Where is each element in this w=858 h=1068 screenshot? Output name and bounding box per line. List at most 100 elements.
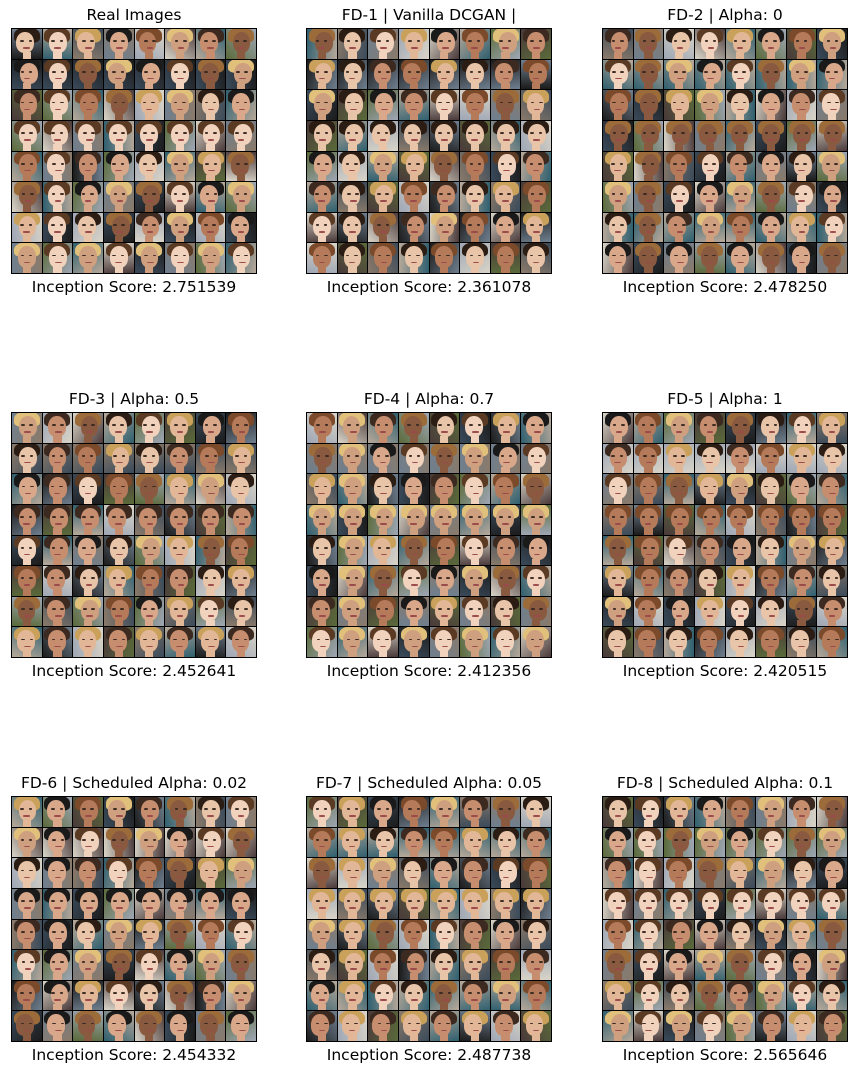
face-thumbnail — [337, 980, 368, 1011]
face-thumbnail — [756, 627, 786, 657]
face-thumbnail — [633, 90, 664, 120]
face-thumbnail — [490, 535, 521, 566]
face-thumbnail — [12, 596, 42, 627]
face-thumbnail — [786, 535, 817, 566]
face-sample-grid — [11, 28, 257, 274]
face-thumbnail — [103, 827, 134, 858]
face-thumbnail — [603, 474, 633, 504]
face-thumbnail — [307, 566, 337, 596]
face-thumbnail — [460, 827, 490, 858]
face-thumbnail — [165, 919, 195, 950]
face-thumbnail — [398, 1011, 429, 1041]
face-thumbnail — [103, 797, 134, 827]
face-thumbnail — [195, 474, 226, 504]
face-thumbnail — [103, 919, 134, 950]
face-thumbnail — [307, 413, 337, 443]
face-thumbnail — [226, 858, 256, 888]
face-thumbnail — [73, 504, 103, 535]
face-thumbnail — [103, 243, 134, 273]
face-thumbnail — [165, 59, 195, 90]
face-thumbnail — [134, 950, 165, 980]
face-thumbnail — [307, 120, 337, 151]
face-thumbnail — [694, 90, 725, 120]
image-panel: FD-2 | Alpha: 0 Inception Score: 2.478250 — [602, 5, 848, 300]
face-thumbnail — [429, 627, 460, 657]
face-thumbnail — [490, 596, 521, 627]
face-thumbnail — [460, 980, 490, 1011]
face-thumbnail — [165, 443, 195, 474]
face-thumbnail — [664, 151, 694, 182]
face-thumbnail — [12, 90, 42, 120]
face-thumbnail — [73, 919, 103, 950]
face-thumbnail — [786, 858, 817, 888]
face-thumbnail — [725, 182, 756, 212]
face-thumbnail — [786, 59, 817, 90]
face-thumbnail — [603, 243, 633, 273]
face-thumbnail — [460, 566, 490, 596]
face-thumbnail — [603, 627, 633, 657]
face-thumbnail — [490, 888, 521, 919]
face-thumbnail — [73, 627, 103, 657]
face-thumbnail — [633, 596, 664, 627]
face-thumbnail — [664, 535, 694, 566]
face-thumbnail — [226, 120, 256, 151]
face-thumbnail — [368, 59, 398, 90]
face-thumbnail — [521, 919, 551, 950]
face-thumbnail — [429, 243, 460, 273]
face-thumbnail — [12, 59, 42, 90]
face-thumbnail — [103, 413, 134, 443]
face-thumbnail — [73, 212, 103, 243]
face-thumbnail — [226, 182, 256, 212]
face-thumbnail — [521, 182, 551, 212]
face-thumbnail — [195, 120, 226, 151]
face-thumbnail — [521, 212, 551, 243]
face-thumbnail — [521, 980, 551, 1011]
face-thumbnail — [134, 1011, 165, 1041]
panel-title: FD-5 | Alpha: 1 — [667, 390, 783, 408]
face-thumbnail — [633, 151, 664, 182]
face-thumbnail — [42, 1011, 73, 1041]
face-thumbnail — [460, 1011, 490, 1041]
face-thumbnail — [786, 243, 817, 273]
face-thumbnail — [490, 627, 521, 657]
face-thumbnail — [664, 919, 694, 950]
face-thumbnail — [307, 627, 337, 657]
face-thumbnail — [817, 59, 847, 90]
image-panel: FD-6 | Scheduled Alpha: 0.02 Inception Sc… — [11, 773, 257, 1068]
face-thumbnail — [165, 504, 195, 535]
face-thumbnail — [694, 535, 725, 566]
face-thumbnail — [756, 243, 786, 273]
face-thumbnail — [756, 212, 786, 243]
face-thumbnail — [398, 90, 429, 120]
face-sample-grid — [602, 28, 848, 274]
face-thumbnail — [786, 474, 817, 504]
face-thumbnail — [368, 90, 398, 120]
face-thumbnail — [195, 1011, 226, 1041]
face-thumbnail — [398, 566, 429, 596]
face-thumbnail — [633, 827, 664, 858]
face-thumbnail — [817, 888, 847, 919]
face-thumbnail — [429, 888, 460, 919]
face-thumbnail — [786, 627, 817, 657]
face-thumbnail — [337, 919, 368, 950]
face-thumbnail — [337, 90, 368, 120]
face-thumbnail — [337, 212, 368, 243]
face-thumbnail — [398, 980, 429, 1011]
face-thumbnail — [521, 443, 551, 474]
face-thumbnail — [460, 443, 490, 474]
face-thumbnail — [195, 919, 226, 950]
face-thumbnail — [103, 980, 134, 1011]
face-thumbnail — [134, 858, 165, 888]
face-thumbnail — [398, 504, 429, 535]
face-thumbnail — [103, 1011, 134, 1041]
face-thumbnail — [664, 504, 694, 535]
face-sample-grid — [11, 796, 257, 1042]
face-thumbnail — [307, 212, 337, 243]
face-thumbnail — [337, 443, 368, 474]
face-thumbnail — [664, 29, 694, 59]
face-thumbnail — [664, 474, 694, 504]
face-thumbnail — [725, 566, 756, 596]
face-thumbnail — [756, 596, 786, 627]
face-thumbnail — [521, 120, 551, 151]
face-thumbnail — [337, 858, 368, 888]
